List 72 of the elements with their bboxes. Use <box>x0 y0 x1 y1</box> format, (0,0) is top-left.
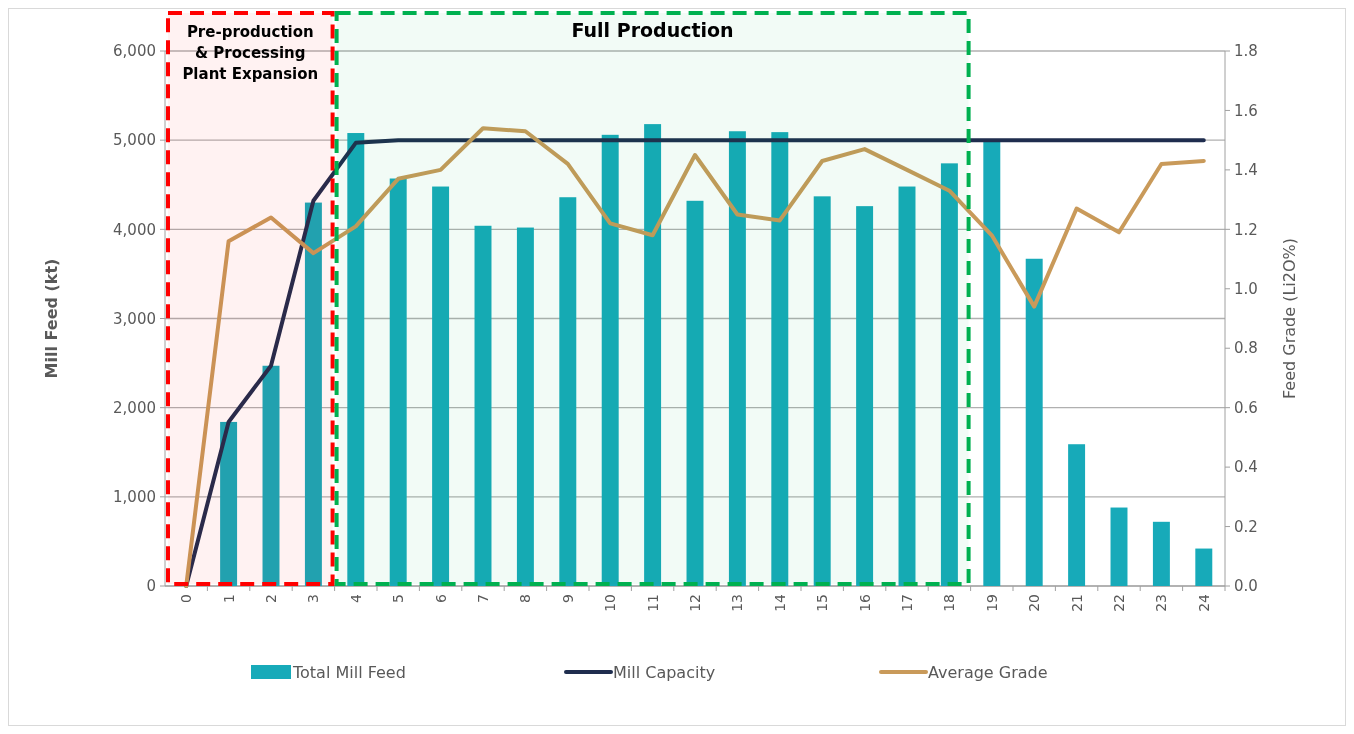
y-tick-label: 5,000 <box>113 131 156 150</box>
bar <box>1195 548 1213 586</box>
x-tick-label: 23 <box>1153 594 1170 612</box>
x-tick-label: 1 <box>220 594 237 603</box>
band-label: Full Production <box>571 19 734 41</box>
x-tick-label: 16 <box>856 593 873 612</box>
x-tick-label: 15 <box>814 594 831 612</box>
x-tick-label: 7 <box>474 594 491 603</box>
x-tick-label: 13 <box>729 594 746 612</box>
bar <box>728 131 746 586</box>
bar <box>686 200 704 586</box>
x-tick-label: 5 <box>390 594 407 603</box>
x-tick-label: 4 <box>347 593 364 603</box>
x-tick-label: 8 <box>517 594 534 603</box>
bar <box>898 186 916 586</box>
bar <box>771 132 789 586</box>
band-label: Pre-production & Processing Plant Expansion <box>182 23 319 83</box>
bar <box>220 421 238 586</box>
y-tick-label: 4,000 <box>113 220 156 239</box>
bar <box>601 134 619 586</box>
y-tick-label: 3,000 <box>113 309 156 328</box>
x-tick-label: 20 <box>1026 594 1043 612</box>
y2-tick-label: 0.0 <box>1234 577 1258 596</box>
y-tick-label: 2,000 <box>113 398 156 417</box>
legend-label: Mill Capacity <box>613 662 716 682</box>
x-tick-label: 17 <box>898 594 915 612</box>
bar <box>1025 258 1043 586</box>
bar <box>432 186 450 586</box>
bar <box>516 227 534 586</box>
bar <box>940 163 958 586</box>
legend-label: Total Mill Feed <box>292 662 406 682</box>
bar <box>262 365 280 586</box>
x-tick-label: 2 <box>262 594 279 603</box>
y-tick-label: 1,000 <box>113 488 156 507</box>
y2-tick-label: 1.8 <box>1234 42 1258 61</box>
bar <box>1068 444 1086 586</box>
x-tick-label: 6 <box>432 593 449 603</box>
y2-tick-label: 1.2 <box>1234 220 1258 239</box>
x-tick-label: 11 <box>644 594 661 612</box>
y2-tick-label: 1.4 <box>1234 161 1258 180</box>
bar <box>1110 507 1128 586</box>
bar <box>1152 521 1170 586</box>
y2-axis-title: Feed Grade (Li2O%) <box>1280 238 1299 399</box>
x-tick-label: 22 <box>1110 594 1127 612</box>
legend-label: Average Grade <box>928 662 1048 682</box>
bar <box>813 196 831 586</box>
x-tick-label: 12 <box>686 594 703 612</box>
bar <box>474 225 492 586</box>
y2-tick-label: 1.0 <box>1234 280 1258 299</box>
x-tick-label: 18 <box>941 594 958 612</box>
x-tick-label: 14 <box>771 593 788 612</box>
bar <box>644 124 662 586</box>
bar <box>304 202 322 586</box>
bar <box>347 133 365 586</box>
bar <box>983 140 1001 586</box>
y2-tick-label: 0.4 <box>1234 458 1258 477</box>
y-axis-title: Mill Feed (kt) <box>42 258 61 379</box>
x-tick-label: 10 <box>602 594 619 612</box>
y2-tick-label: 0.8 <box>1234 339 1258 358</box>
x-tick-label: 21 <box>1068 594 1085 612</box>
x-tick-label: 3 <box>305 594 322 603</box>
bar <box>559 197 577 586</box>
x-tick-label: 19 <box>983 594 1000 612</box>
x-tick-label: 0 <box>178 594 195 603</box>
y2-tick-label: 0.6 <box>1234 398 1258 417</box>
y2-tick-label: 1.6 <box>1234 101 1258 120</box>
y-tick-label: 6,000 <box>113 42 156 61</box>
x-tick-label: 9 <box>559 594 576 603</box>
x-tick-label: 24 <box>1195 593 1212 612</box>
y2-tick-label: 0.2 <box>1234 517 1258 536</box>
bar <box>856 206 874 586</box>
bar <box>389 178 407 586</box>
